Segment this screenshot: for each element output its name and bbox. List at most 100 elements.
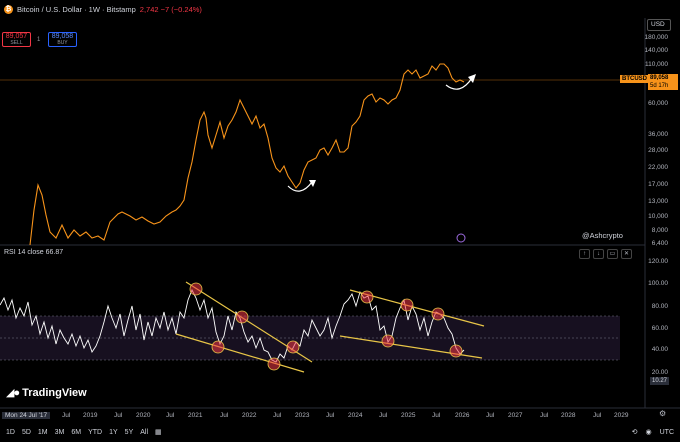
price-tick: 10,000 xyxy=(648,213,668,220)
time-tick: 2019 xyxy=(83,412,98,419)
rsi-tick: 40.00 xyxy=(651,346,668,353)
range-5d[interactable]: 5D xyxy=(21,428,31,436)
move-up-icon[interactable]: ↑ xyxy=(579,249,590,259)
time-tick: 2029 xyxy=(614,412,629,419)
rsi-legend[interactable]: RSI 14 close 66.87 xyxy=(4,249,63,256)
tz-label[interactable]: UTC xyxy=(659,428,674,436)
time-tick: 2023 xyxy=(295,412,310,419)
time-tick: Jul xyxy=(62,412,71,419)
price-tick: 13,000 xyxy=(648,198,668,205)
arrowhead-1 xyxy=(309,180,316,187)
time-tick: Jul xyxy=(273,412,282,419)
price-tick: 28,000 xyxy=(648,147,668,154)
calendar-icon[interactable]: ▦ xyxy=(155,429,162,436)
sell-button[interactable]: 89,057 SELL xyxy=(2,32,31,47)
tradingview-icon: ◢● xyxy=(6,387,20,399)
move-down-icon[interactable]: ↓ xyxy=(593,249,604,259)
time-tick: 2024 xyxy=(348,412,363,419)
time-tick: Jul xyxy=(114,412,123,419)
current-price-tag: 89,058 5d 17h xyxy=(648,74,678,90)
rsi-tick: 20.00 xyxy=(651,369,668,376)
buy-price: 89,058 xyxy=(51,33,74,40)
price-tick: 6,400 xyxy=(651,240,668,247)
range-toolbar: 1D 5D 1M 3M 6M YTD 1Y 5Y All ▦ xyxy=(0,424,680,440)
crosshair-date: Mon 24 Jul '17 xyxy=(2,412,51,419)
arrowhead-2 xyxy=(468,74,476,83)
time-tick: 2027 xyxy=(508,412,523,419)
range-6m[interactable]: 6M xyxy=(71,428,82,436)
time-tick: 2021 xyxy=(188,412,203,419)
symbol-title[interactable]: Bitcoin / U.S. Dollar · 1W · Bitstamp xyxy=(17,4,136,14)
maximize-icon[interactable]: ▭ xyxy=(607,249,618,259)
time-tick: 2025 xyxy=(401,412,416,419)
spread-value: 1 xyxy=(37,37,41,43)
rsi-marker xyxy=(360,290,374,304)
rsi-markers xyxy=(189,282,463,371)
buy-button[interactable]: 89,058 BUY xyxy=(48,32,77,47)
rsi-marker xyxy=(400,298,414,312)
time-tick: Jul xyxy=(593,412,602,419)
rsi-trend-lower-1 xyxy=(175,333,305,373)
range-3m[interactable]: 3M xyxy=(54,428,65,436)
rebound-arrow-1 xyxy=(287,181,313,192)
rsi-marker xyxy=(267,357,281,371)
range-1d[interactable]: 1D xyxy=(6,428,15,436)
price-tick: 17,000 xyxy=(648,181,668,188)
rsi-tick: 120.00 xyxy=(648,258,668,265)
replay-icon[interactable]: ⟲ xyxy=(631,429,638,436)
time-tick: Jul xyxy=(326,412,335,419)
currency-selector[interactable]: USD xyxy=(647,19,671,31)
range-1y[interactable]: 1Y xyxy=(109,428,118,436)
current-price-value: 89,058 xyxy=(650,75,669,81)
rsi-marker xyxy=(211,340,225,354)
logo-text: TradingView xyxy=(22,386,87,399)
price-tick: 140,000 xyxy=(644,47,669,54)
price-tick: 180,000 xyxy=(644,34,669,41)
symbol-header: ₿ Bitcoin / U.S. Dollar · 1W · Bitstamp … xyxy=(0,0,620,18)
symbol-price-tag: BTCUSD xyxy=(620,75,649,83)
price-tick: 22,000 xyxy=(648,164,668,171)
price-series-line xyxy=(29,63,465,246)
time-tick: Jul xyxy=(220,412,229,419)
time-tick: Jul xyxy=(166,412,175,419)
time-axis[interactable]: Mon 24 Jul '17 Jul 2019 Jul 2020 Jul 202… xyxy=(0,410,650,422)
rsi-legend-value: 66.87 xyxy=(45,249,64,256)
price-tick: 110,000 xyxy=(644,61,668,68)
time-tick: 2022 xyxy=(242,412,257,419)
status-toolbar: ⟲ ◉ UTC xyxy=(632,424,674,440)
range-1m[interactable]: 1M xyxy=(37,428,48,436)
alert-icon xyxy=(456,233,466,243)
camera-icon[interactable]: ◉ xyxy=(645,429,652,436)
time-tick: 2026 xyxy=(455,412,470,419)
rsi-marker xyxy=(449,344,463,358)
time-tick: Jul xyxy=(379,412,388,419)
price-tick: 36,000 xyxy=(648,131,668,138)
candle-countdown: 5d 17h xyxy=(650,83,669,89)
delete-icon[interactable]: ✕ xyxy=(621,249,632,259)
range-5y[interactable]: 5Y xyxy=(124,428,134,436)
rsi-tick: 80.00 xyxy=(651,303,668,310)
time-tick: Jul xyxy=(540,412,549,419)
rsi-marker xyxy=(235,310,249,324)
price-tick: 8,000 xyxy=(651,227,668,234)
buy-label: BUY xyxy=(57,40,68,46)
time-tick: Jul xyxy=(432,412,441,419)
sell-label: SELL xyxy=(10,40,23,46)
range-all[interactable]: All xyxy=(140,428,149,436)
tradingview-logo[interactable]: ◢● TradingView xyxy=(6,386,87,400)
settings-icon[interactable]: ⚙ xyxy=(659,409,667,418)
rsi-value-tag: 10.27 xyxy=(650,377,670,385)
time-tick: 2020 xyxy=(136,412,151,419)
symbol-tag-name: BTCUSD xyxy=(622,76,647,82)
rsi-marker xyxy=(381,334,395,348)
range-ytd[interactable]: YTD xyxy=(88,428,103,436)
time-tick: Jul xyxy=(486,412,495,419)
price-tick: 60,000 xyxy=(648,100,668,107)
rsi-legend-name: RSI 14 close xyxy=(4,249,44,256)
rsi-marker xyxy=(286,340,300,354)
sell-price: 89,057 xyxy=(5,33,28,40)
bitcoin-icon: ₿ xyxy=(4,4,13,14)
price-change: 2,742 −7 (−0.24%) xyxy=(139,4,202,14)
